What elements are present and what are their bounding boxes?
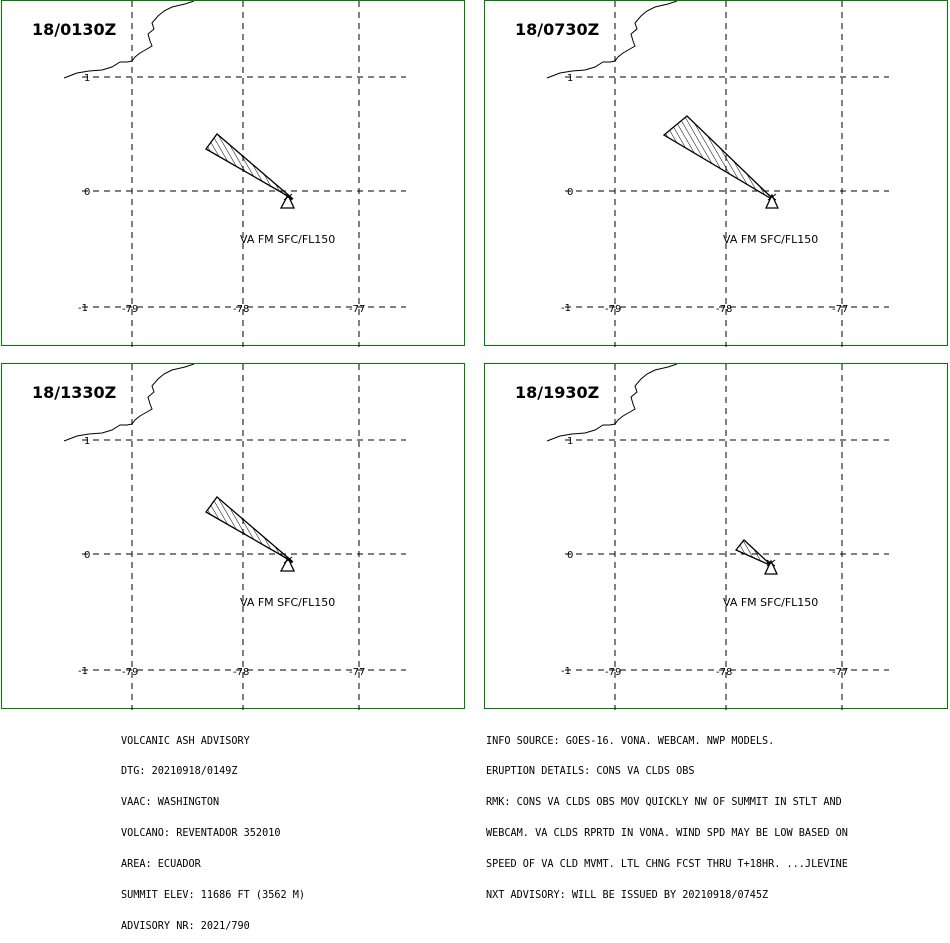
advisory-line: ADVISORY NR: 2021/790	[121, 920, 250, 932]
vent-star	[283, 193, 293, 201]
vent-star	[283, 556, 293, 564]
latitude-label: -1	[561, 666, 571, 677]
longitude-label: -78	[233, 304, 249, 315]
ash-cloud-area	[662, 115, 776, 202]
advisory-line: VOLCANO: REVENTADOR 352010	[121, 828, 281, 840]
advisory-line: INFO SOURCE: GOES-16. VONA. WEBCAM. NWP …	[486, 735, 775, 747]
forecast-panel-3: 1 0 -1 -79 -78 -77 VA FM SFC/FL150 18/1330Z	[1, 363, 465, 710]
volcano-marker	[279, 193, 296, 209]
forecast-panel-1: 1 0 -1 -79 -78 -77 VA FM SFC/FL150 18/0130Z	[1, 0, 465, 347]
latitude-label: 0	[84, 187, 90, 198]
latitude-label: 1	[84, 436, 90, 447]
longitude-label: -79	[122, 304, 138, 315]
country-border	[63, 1, 195, 79]
ash-cloud-area	[205, 133, 294, 200]
longitude-label: -77	[832, 304, 848, 315]
advisory-line: VOLCANIC ASH ADVISORY	[121, 735, 250, 747]
longitude-label: -77	[832, 667, 848, 678]
longitude-label: -79	[122, 667, 138, 678]
ash-height-label: VA FM SFC/FL150	[723, 596, 818, 609]
longitude-label: -79	[605, 304, 621, 315]
latitude-label: -1	[78, 303, 88, 314]
advisory-line: SUMMIT ELEV: 11686 FT (3562 M)	[121, 890, 306, 902]
advisory-line: NXT ADVISORY: WILL BE ISSUED BY 20210918…	[486, 890, 769, 902]
panel-time-label: 18/0730Z	[515, 20, 600, 39]
vent-star	[767, 193, 777, 201]
advisory-line: AREA: ECUADOR	[121, 859, 201, 871]
advisory-line: ERUPTION DETAILS: CONS VA CLDS OBS	[486, 766, 695, 778]
panel-time-label: 18/0130Z	[32, 20, 117, 39]
longitude-label: -79	[605, 667, 621, 678]
country-border	[63, 364, 195, 442]
forecast-panel-2: 1 0 -1 -79 -78 -77 VA FM SFC/FL150 18/0730Z	[484, 0, 948, 347]
latitude-label: 1	[84, 73, 90, 84]
latitude-label: -1	[561, 303, 571, 314]
country-border	[546, 1, 678, 79]
ash-cloud-area	[734, 539, 773, 567]
panel-time-label: 18/1930Z	[515, 383, 600, 402]
latitude-label: 1	[567, 73, 573, 84]
volcano-marker	[763, 559, 779, 575]
map-2: 1 0 -1 -79 -78 -77 VA FM SFC/FL150	[546, 1, 889, 347]
latitude-label: 0	[567, 187, 573, 198]
forecast-panel-4: 1 0 -1 -79 -78 -77 VA FM SFC/FL150 18/1930Z	[484, 363, 948, 710]
advisory-remarks-text: INFO SOURCE: GOES-16. VONA. WEBCAM. NWP …	[486, 716, 848, 912]
ash-cloud-area	[205, 496, 294, 563]
advisory-line: VAAC: WASHINGTON	[121, 797, 220, 809]
longitude-label: -78	[716, 304, 732, 315]
ash-height-label: VA FM SFC/FL150	[240, 233, 335, 246]
advisory-line: DTG: 20210918/0149Z	[121, 766, 238, 778]
latitude-label: 0	[567, 550, 573, 561]
longitude-label: -78	[233, 667, 249, 678]
advisory-line: WEBCAM. VA CLDS RPRTD IN VONA. WIND SPD …	[486, 828, 848, 840]
ash-height-label: VA FM SFC/FL150	[723, 233, 818, 246]
volcano-marker	[279, 556, 296, 572]
latitude-label: -1	[78, 666, 88, 677]
panel-time-label: 18/1330Z	[32, 383, 117, 402]
map-4: 1 0 -1 -79 -78 -77 VA FM SFC/FL150	[546, 364, 889, 710]
advisory-line: RMK: CONS VA CLDS OBS MOV QUICKLY NW OF …	[486, 797, 842, 809]
vent-star	[766, 559, 776, 567]
map-3: 1 0 -1 -79 -78 -77 VA FM SFC/FL150	[63, 364, 406, 710]
country-border	[546, 364, 678, 442]
ash-height-label: VA FM SFC/FL150	[240, 596, 335, 609]
advisory-line: SPEED OF VA CLD MVMT. LTL CHNG FCST THRU…	[486, 859, 848, 871]
longitude-label: -77	[349, 304, 365, 315]
longitude-label: -77	[349, 667, 365, 678]
latitude-label: 1	[567, 436, 573, 447]
volcano-marker	[764, 193, 780, 209]
advisory-header-text: VOLCANIC ASH ADVISORY DTG: 20210918/0149…	[121, 716, 305, 943]
longitude-label: -78	[716, 667, 732, 678]
map-1: 1 0 -1 -79 -78 -77 VA FM SFC/FL150	[63, 1, 406, 347]
latitude-label: 0	[84, 550, 90, 561]
